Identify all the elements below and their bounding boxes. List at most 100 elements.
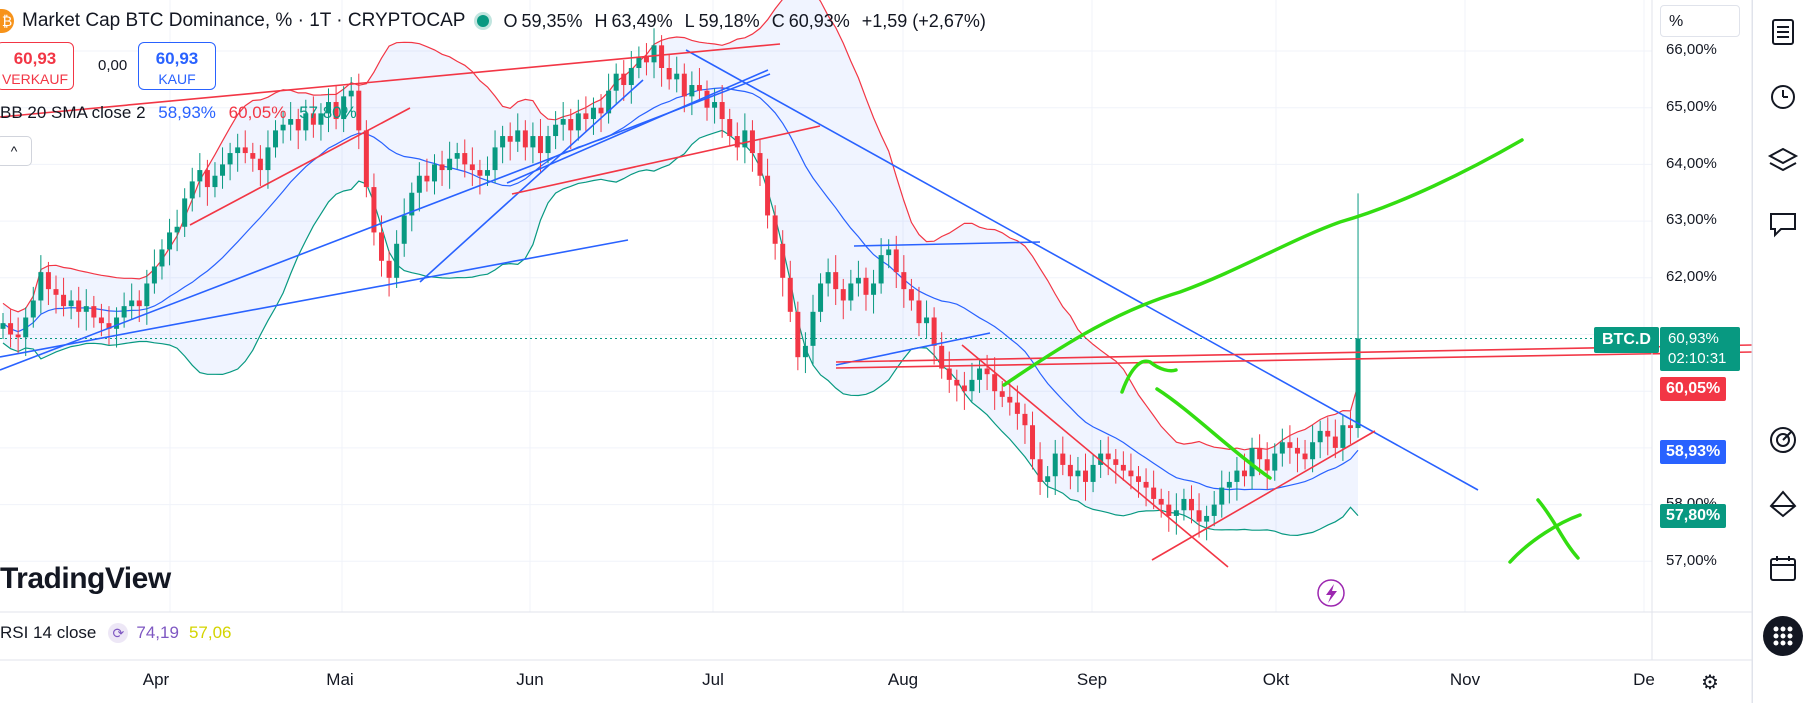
symbol-price-tag: BTC.D (1594, 327, 1659, 353)
alarm-clock-icon[interactable] (1767, 80, 1799, 112)
candle (303, 113, 309, 131)
candle (908, 289, 914, 301)
candle (1105, 453, 1111, 460)
bollinger-lower-value: 57,80% (299, 103, 357, 122)
buy-button[interactable]: 60,93 KAUF (138, 42, 216, 90)
candle (1173, 510, 1179, 516)
trendline (835, 351, 1753, 369)
candle (76, 300, 82, 312)
candle (871, 283, 877, 295)
candle (280, 124, 286, 131)
candle (810, 311, 816, 346)
candle (151, 266, 157, 284)
bollinger-label: BB 20 SMA close 2 (0, 103, 146, 122)
candle (583, 113, 589, 120)
candle (863, 277, 869, 295)
bollinger-legend[interactable]: BB 20 SMA close 2 58,93% 60,05% 57,80% (0, 103, 357, 123)
candle (341, 96, 347, 120)
candle (98, 317, 104, 324)
event-bolt-icon[interactable] (1317, 579, 1345, 607)
time-label: Jun (516, 670, 544, 689)
time-label: Aug (887, 670, 919, 689)
candle (704, 90, 710, 108)
candle (696, 85, 702, 91)
candle (931, 317, 937, 346)
candle (946, 368, 952, 380)
candle (204, 170, 210, 188)
symbol-title[interactable]: Market Cap BTC Dominance, % · 1T · CRYPT… (22, 10, 466, 31)
buy-label: KAUF (158, 71, 196, 87)
candle (136, 300, 142, 307)
candle (121, 306, 127, 318)
candle (537, 136, 543, 154)
calendar-icon[interactable] (1767, 552, 1799, 584)
trendline (835, 332, 991, 366)
trendline (419, 79, 644, 283)
sell-button[interactable]: 60,93 VERKAUF (0, 42, 74, 90)
candle (492, 147, 498, 171)
candle (893, 249, 899, 273)
candle (1143, 481, 1149, 488)
candle (1007, 396, 1013, 403)
candle (1226, 481, 1232, 488)
candle (1052, 453, 1058, 477)
candle (30, 300, 36, 318)
candle (1022, 413, 1028, 426)
target-icon[interactable] (1767, 424, 1799, 456)
candle (1196, 510, 1202, 522)
candle (1317, 430, 1323, 443)
candle (1120, 464, 1126, 471)
trendline (0, 43, 781, 118)
candle (590, 107, 596, 120)
trendline (1151, 430, 1376, 561)
ideas-icon[interactable] (1767, 488, 1799, 520)
candle (310, 113, 316, 125)
bb-upper-tag: 60,05% (1660, 377, 1727, 401)
candle (651, 45, 657, 63)
refresh-icon[interactable]: ⟳ (108, 623, 129, 643)
candle (977, 368, 983, 380)
rsi-legend[interactable]: RSI 14 close ⟳ 74,19 57,06 (0, 623, 231, 643)
candle (288, 119, 294, 125)
scale-unit[interactable]: % (1660, 5, 1740, 37)
candle (719, 102, 725, 120)
candle (886, 249, 892, 256)
rsi-value: 74,19 (136, 623, 179, 642)
sell-price: 60,93 (13, 49, 57, 68)
bollinger-basis-value: 58,93% (158, 103, 216, 122)
candle (167, 232, 173, 250)
candle (636, 56, 642, 69)
candle (1113, 459, 1119, 465)
candle (984, 368, 990, 375)
candle (1083, 470, 1089, 482)
collapse-legend-button[interactable]: ^ (0, 136, 32, 166)
freehand-drawing (1508, 513, 1582, 564)
candle (386, 260, 392, 278)
candle (348, 90, 354, 97)
time-label: Sep (1076, 670, 1108, 689)
candle (394, 243, 400, 278)
settings-gear-icon[interactable]: ⚙ (1701, 672, 1719, 694)
bollinger-band-fill (3, 0, 1358, 536)
watchlist-icon[interactable] (1767, 16, 1799, 48)
trendline (685, 49, 1479, 491)
apps-grid-icon[interactable] (1763, 616, 1803, 656)
candle (0, 323, 6, 329)
candle (379, 232, 384, 261)
candle (878, 255, 884, 284)
candle (326, 102, 332, 114)
candle (1158, 498, 1164, 505)
candle (560, 119, 566, 125)
layers-icon[interactable] (1767, 144, 1799, 176)
candle (8, 323, 14, 335)
chat-icon[interactable] (1767, 208, 1799, 240)
candle (818, 283, 824, 312)
candle (1060, 453, 1066, 465)
candle (469, 164, 475, 171)
bb-lower-tag: 57,80% (1660, 504, 1727, 528)
candle (1310, 442, 1316, 460)
trendline (0, 239, 629, 358)
candle (447, 158, 453, 171)
candle (833, 272, 839, 290)
